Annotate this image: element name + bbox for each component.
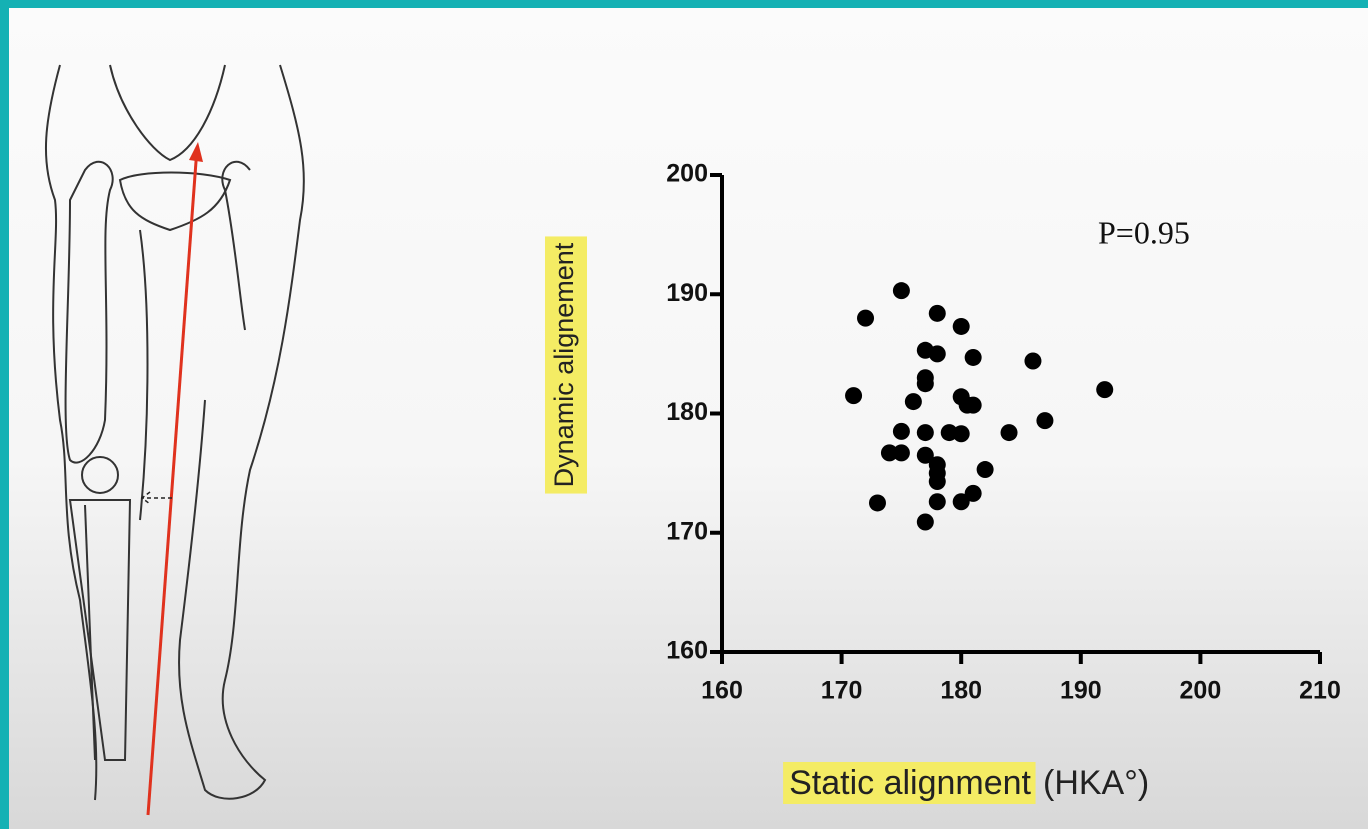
x-tick-label: 160 [701, 677, 743, 705]
x-axis-title: Static alignment [789, 764, 1031, 802]
y-tick-label: 200 [666, 160, 708, 188]
data-point [965, 397, 982, 414]
p-value-annotation: P=0.95 [1098, 214, 1190, 250]
data-point [1001, 424, 1018, 441]
y-tick-label: 180 [666, 398, 708, 426]
data-point [893, 444, 910, 461]
data-point [1096, 381, 1113, 398]
data-point [857, 310, 874, 327]
data-point [1036, 412, 1053, 429]
x-tick-label: 190 [1060, 677, 1102, 705]
x-tick-label: 180 [940, 677, 982, 705]
y-tick-label: 160 [666, 637, 708, 665]
y-tick-label: 190 [666, 279, 708, 307]
data-point [929, 345, 946, 362]
data-point [917, 375, 934, 392]
data-point [893, 423, 910, 440]
data-point [977, 461, 994, 478]
data-point [917, 424, 934, 441]
data-point [929, 305, 946, 322]
data-point [929, 493, 946, 510]
data-point [893, 282, 910, 299]
y-axis-title: Dynamic alignement [549, 242, 579, 487]
data-point [953, 425, 970, 442]
x-tick-label: 170 [821, 677, 863, 705]
x-tick-label: 200 [1180, 677, 1222, 705]
data-point [965, 349, 982, 366]
data-point [953, 493, 970, 510]
y-tick-label: 170 [666, 517, 708, 545]
data-point [845, 387, 862, 404]
data-point [1024, 353, 1041, 370]
x-axis-unit: (HKA°) [1043, 764, 1149, 802]
data-point [953, 318, 970, 335]
data-point [905, 393, 922, 410]
data-point [929, 473, 946, 490]
x-tick-label: 210 [1299, 677, 1341, 705]
slide: Dynamic alignement Static alignment (HKA… [0, 0, 1368, 829]
data-point [869, 494, 886, 511]
data-point [917, 514, 934, 531]
